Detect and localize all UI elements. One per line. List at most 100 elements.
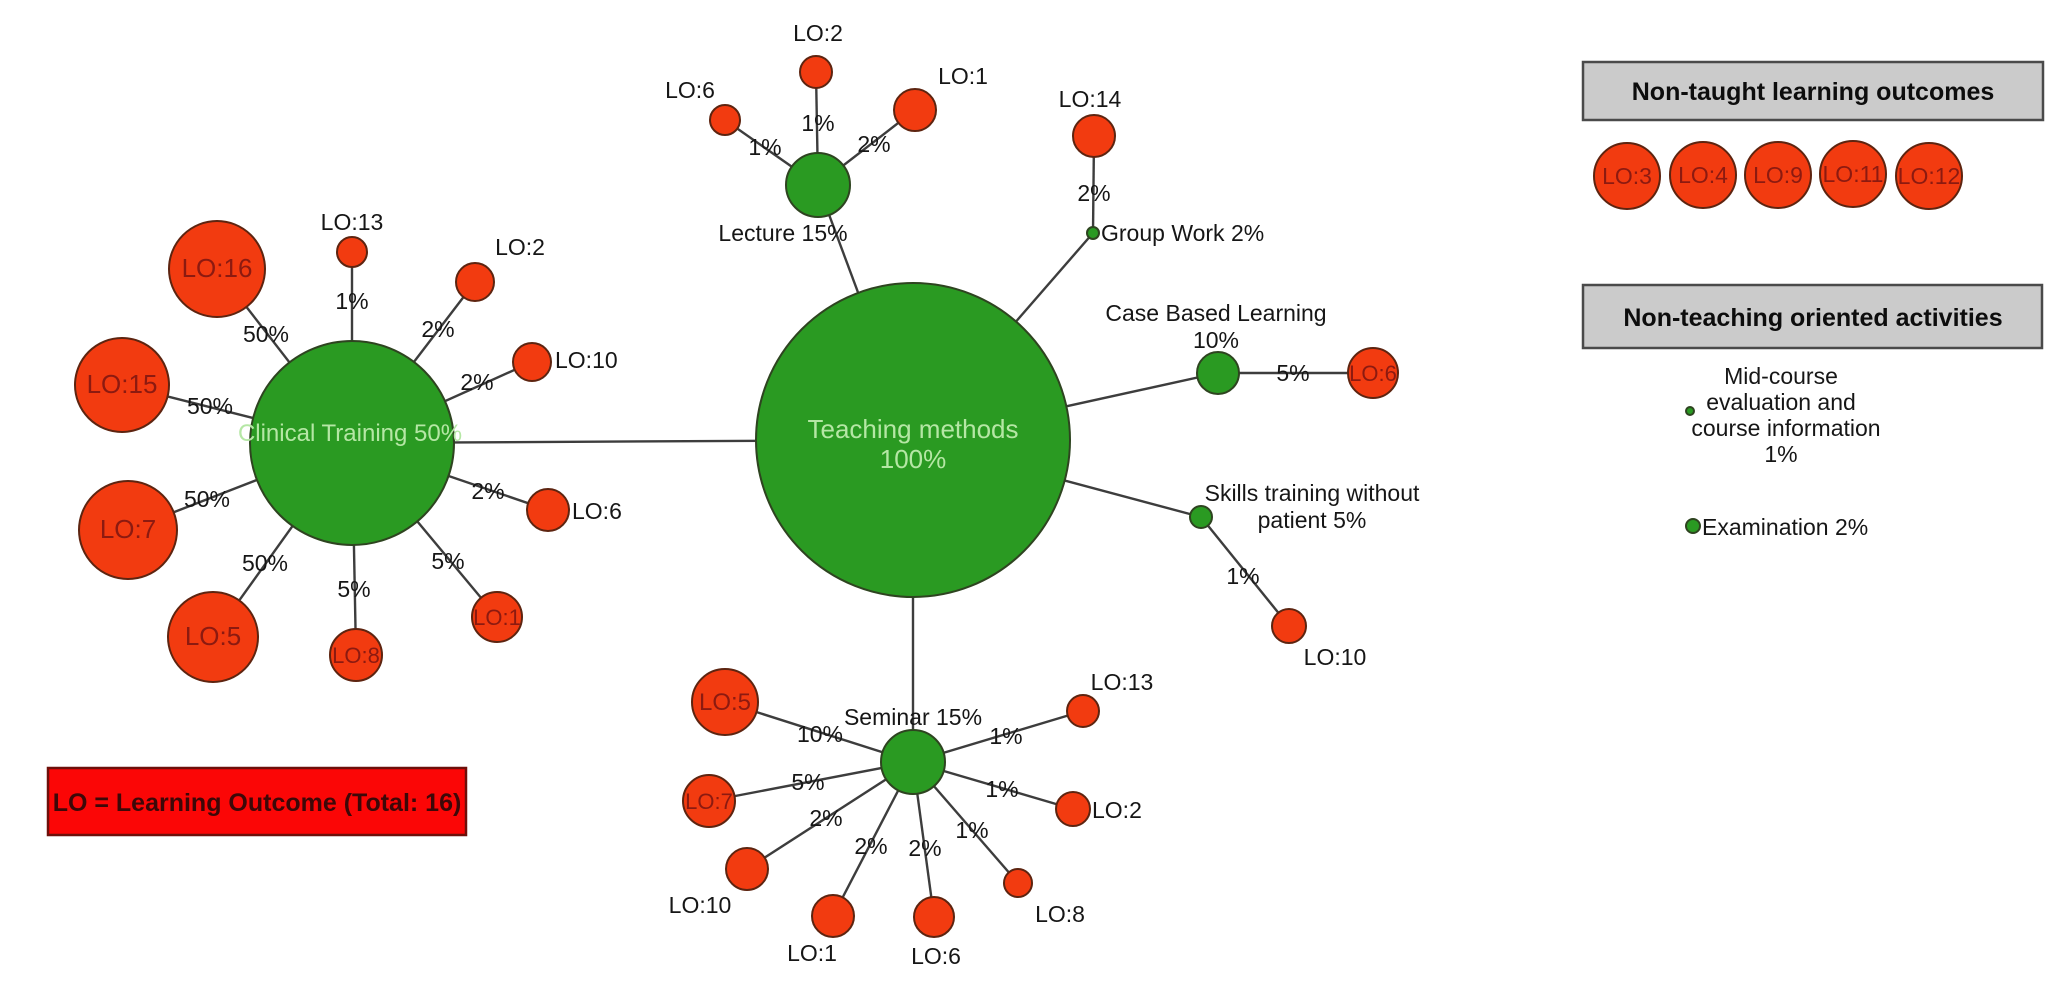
skills-training-dot: [1189, 505, 1213, 529]
clinical-lo8-circle: [329, 628, 383, 682]
clinical-lo5-pct: 50%: [242, 550, 288, 576]
lecture-label: Lecture 15%: [718, 220, 847, 246]
non-taught-lo12-circle: [1895, 142, 1963, 210]
seminar-lo10-circle: [725, 847, 769, 891]
non-taught-lo4-label: LO:4: [1678, 162, 1728, 188]
panel-non-taught: Non-taught learning outcomes LO:3 LO:4 L…: [1581, 60, 2045, 210]
clinical-lo13-circle: [336, 236, 368, 268]
clinical-lo6-circle: [526, 488, 570, 532]
seminar-lo6-pct: 2%: [908, 835, 941, 861]
clinical-lo2-label: LO:2: [495, 234, 545, 260]
seminar-lo7-circle: [682, 774, 736, 828]
panel-non-teaching: Non-teaching oriented activities Mid-cou…: [1581, 283, 2044, 540]
mid-course-dot: [1685, 406, 1695, 416]
teaching-methods-circle: [755, 282, 1071, 598]
clinical-lo1-label: LO:1: [473, 605, 521, 630]
non-taught-lo9-circle: [1744, 141, 1812, 209]
casebased-lo6-label: LO:6: [1349, 361, 1397, 386]
non-taught-lo11-label: LO:11: [1823, 161, 1884, 187]
seminar-lo5-circle: [691, 668, 759, 736]
lecture-lo2-pct: 1%: [801, 110, 834, 136]
clinical-lo16-pct: 50%: [243, 321, 289, 347]
lecture-lo1-label: LO:1: [938, 63, 988, 89]
groupwork-lo14-label: LO:14: [1059, 86, 1122, 112]
clinical-lo7-label: LO:7: [100, 514, 156, 544]
non-taught-lo3-circle: [1593, 142, 1661, 210]
seminar-lo2-label: LO:2: [1092, 797, 1142, 823]
seminar-lo8-pct: 1%: [955, 817, 988, 843]
lecture-lo1-pct: 2%: [857, 131, 890, 157]
clinical-lo10-pct: 2%: [460, 369, 493, 395]
lecture-lo6-label: LO:6: [665, 77, 715, 103]
branch-lecture: Lecture 15% LO:6 1% LO:2 1% LO:1 2%: [665, 20, 988, 246]
node-teaching-methods: Teaching methods 100%: [755, 282, 1071, 598]
groupwork-lo14-pct: 2%: [1077, 180, 1110, 206]
clinical-lo2-circle: [455, 262, 495, 302]
case-based-label-line2: 10%: [1193, 327, 1239, 353]
casebased-lo6-pct: 5%: [1276, 360, 1309, 386]
seminar-lo6-circle: [913, 896, 955, 938]
lecture-circle: [785, 152, 851, 218]
clinical-lo8-pct: 5%: [337, 576, 370, 602]
lecture-lo6-pct: 1%: [748, 134, 781, 160]
case-based-circle: [1196, 351, 1240, 395]
branch-case-based: Case Based Learning 10% LO:6 5%: [1105, 300, 1399, 399]
mid-course-label-line3: course information: [1691, 415, 1880, 441]
teaching-methods-label-line1: Teaching methods: [807, 414, 1018, 444]
clinical-lo5-label: LO:5: [185, 621, 241, 651]
seminar-lo13-circle: [1066, 694, 1100, 728]
seminar-lo7-label: LO:7: [685, 789, 733, 814]
non-taught-lo9-label: LO:9: [1753, 162, 1803, 188]
seminar-lo1-circle: [811, 894, 855, 938]
non-taught-header-box: [1581, 60, 2045, 122]
clinical-lo1-pct: 5%: [431, 548, 464, 574]
clinical-lo16-circle: [168, 220, 266, 318]
clinical-lo2-pct: 2%: [421, 316, 454, 342]
clinical-training-label: Clinical Training 50%: [238, 420, 462, 447]
non-teaching-header-title: Non-teaching oriented activities: [1623, 304, 2002, 332]
skills-lo10-label: LO:10: [1304, 644, 1367, 670]
seminar-lo7-pct: 5%: [791, 769, 824, 795]
clinical-lo1-circle: [471, 591, 523, 643]
edge-skills-lo10: [1200, 516, 1290, 627]
seminar-lo10-pct: 2%: [809, 805, 842, 831]
lecture-lo6-circle: [709, 104, 741, 136]
clinical-lo7-pct: 50%: [184, 486, 230, 512]
clinical-lo6-label: LO:6: [572, 498, 622, 524]
clinical-training-circle: [249, 340, 455, 546]
lecture-lo2-label: LO:2: [793, 20, 843, 46]
examination-dot: [1685, 518, 1701, 534]
non-taught-header-title: Non-taught learning outcomes: [1632, 78, 1995, 106]
edge-seminar-lo7: [708, 760, 914, 803]
branch-group-work: Group Work 2% LO:14 2%: [1059, 86, 1265, 246]
legend-label: LO = Learning Outcome (Total: 16): [53, 789, 462, 817]
non-taught-lo4-circle: [1669, 141, 1737, 209]
seminar-lo2-circle: [1055, 791, 1091, 827]
seminar-lo8-circle: [1003, 868, 1033, 898]
group-work-dot: [1086, 226, 1100, 240]
skills-training-label-line1: Skills training without: [1205, 480, 1420, 506]
mid-course-label-line1: Mid-course: [1724, 363, 1838, 389]
seminar-lo6-label: LO:6: [911, 943, 961, 969]
non-taught-lo11-circle: [1819, 140, 1887, 208]
non-taught-lo3-label: LO:3: [1602, 163, 1652, 189]
seminar-label: Seminar 15%: [844, 704, 982, 730]
non-teaching-header-box: [1581, 283, 2044, 350]
clinical-lo15-circle: [74, 337, 170, 433]
clinical-lo13-label: LO:13: [321, 209, 384, 235]
seminar-circle: [880, 729, 946, 795]
clinical-lo6-pct: 2%: [471, 478, 504, 504]
clinical-lo16-label: LO:16: [182, 253, 253, 283]
seminar-lo1-pct: 2%: [854, 833, 887, 859]
clinical-lo7-circle: [78, 480, 178, 580]
clinical-lo8-label: LO:8: [332, 643, 380, 668]
seminar-lo13-label: LO:13: [1091, 669, 1154, 695]
clinical-lo10-circle: [512, 342, 552, 382]
case-based-label-line1: Case Based Learning: [1105, 300, 1326, 326]
seminar-lo1-label: LO:1: [787, 940, 837, 966]
legend: LO = Learning Outcome (Total: 16): [46, 766, 468, 837]
skills-lo10-circle: [1271, 608, 1307, 644]
seminar-lo2-pct: 1%: [985, 776, 1018, 802]
